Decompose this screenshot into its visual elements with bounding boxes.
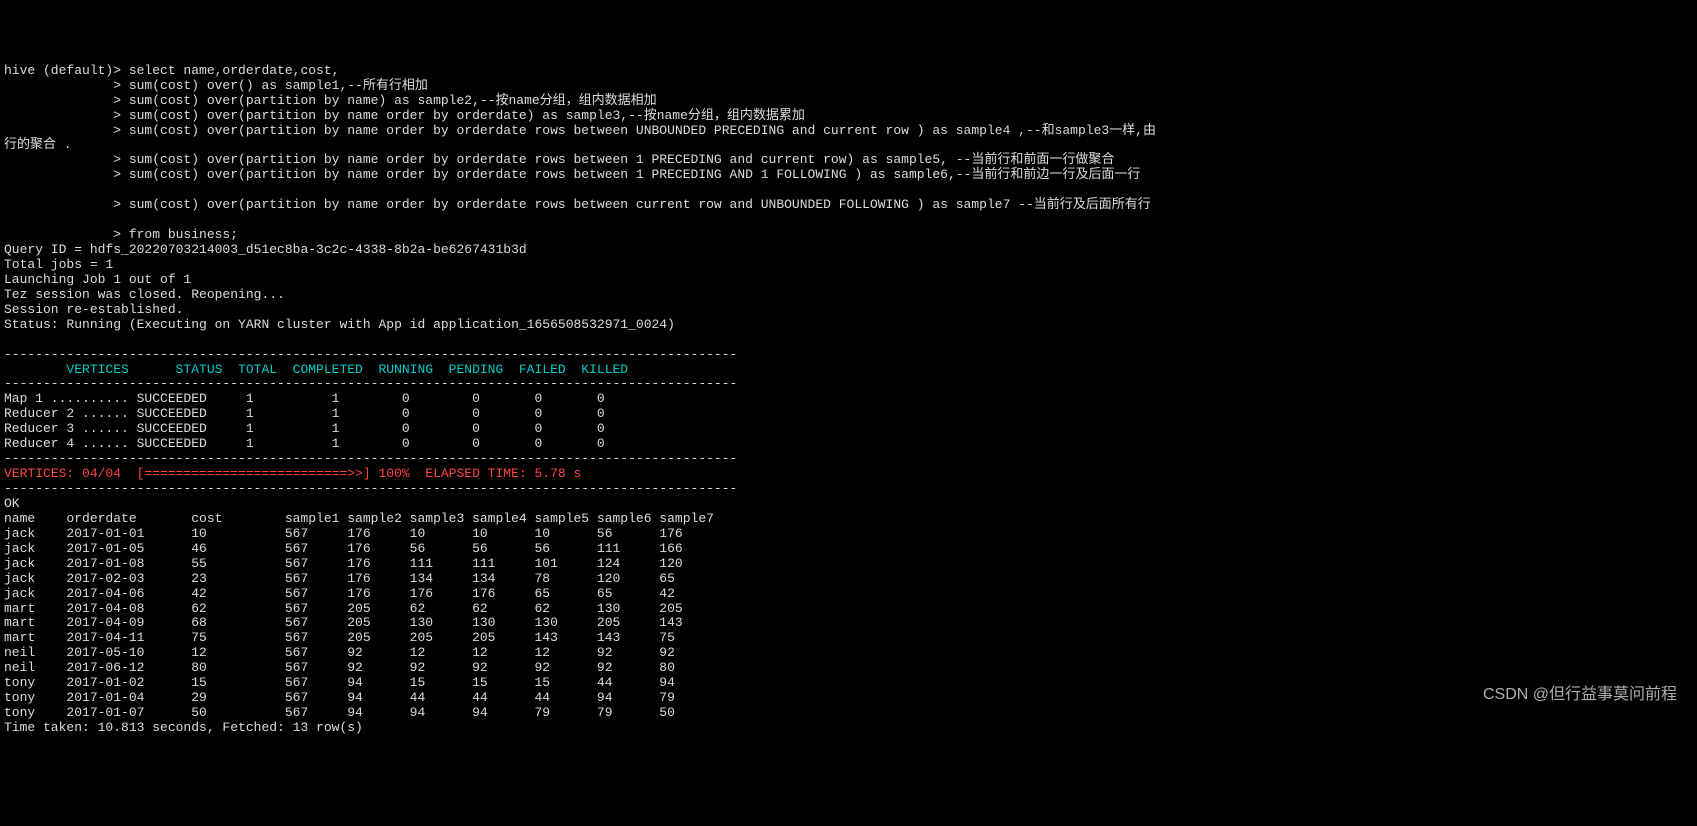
terminal-output: hive (default)> select name,orderdate,co…	[4, 64, 1693, 736]
watermark: CSDN @但行益事莫问前程	[1483, 686, 1677, 704]
